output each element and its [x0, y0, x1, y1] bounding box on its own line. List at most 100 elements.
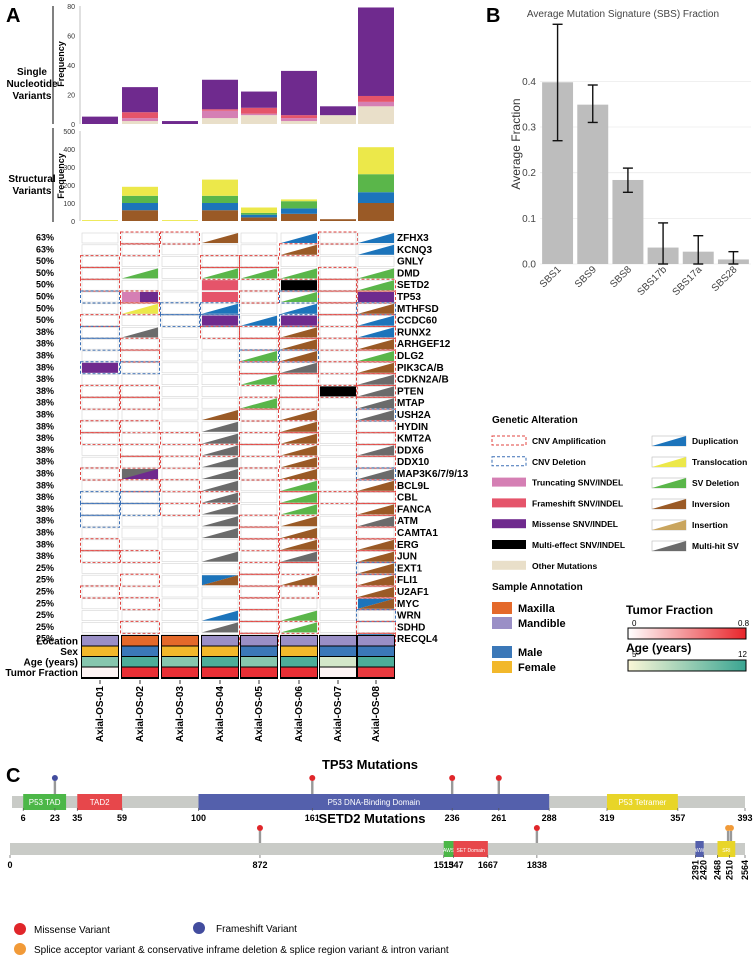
gene-name: BCL9L — [397, 481, 429, 492]
oncoprint-cell — [81, 492, 119, 503]
alteration-fill — [358, 292, 394, 302]
cnv-amplification-outline — [356, 384, 396, 398]
sample-legend-title: Sample Annotation — [492, 582, 583, 593]
sample-labels: Axial-OS-01 Axial-OS-02 Axial-OS-03 Axial-O… — [95, 680, 382, 742]
tumor-fraction-gradient — [627, 627, 747, 640]
sex-cell — [162, 646, 198, 656]
legend-swatch-triangle — [652, 478, 686, 488]
cnv-deletion-outline — [120, 361, 160, 375]
alteration-triangle — [241, 351, 277, 361]
alteration-triangle — [202, 469, 238, 479]
oncoprint-cell — [319, 232, 357, 244]
age-gradient — [627, 659, 747, 672]
alteration-fill — [140, 292, 158, 302]
legend-item-label: Inversion — [692, 499, 730, 509]
legend-swatch — [492, 477, 526, 487]
oncoprint-cell — [81, 515, 119, 527]
oncoprint-cell — [240, 622, 278, 633]
alteration-triangle — [241, 315, 277, 326]
oncoprint-cell — [319, 421, 357, 433]
sv-chart-bar-segment — [281, 201, 317, 209]
cnv-deletion-outline — [80, 361, 120, 375]
setd2-domain-label: WW — [695, 848, 705, 854]
oncoprint-cell — [319, 574, 357, 586]
alteration-triangle — [202, 457, 238, 468]
cnv-amplification-outline — [356, 278, 396, 292]
oncoprint-cell — [121, 574, 159, 586]
oncoprint-cell — [240, 504, 278, 515]
cnv-deletion-outline — [200, 314, 240, 328]
legend-swatch — [492, 498, 526, 508]
oncoprint-cell — [319, 551, 357, 562]
gene-name: RUNX2 — [397, 327, 431, 338]
alteration-triangle — [358, 587, 394, 597]
cnv-amplification-outline — [239, 290, 279, 304]
oncoprint-cell — [121, 256, 159, 267]
cnv-amplification-outline — [356, 620, 396, 634]
oncoprint-cell — [161, 551, 199, 562]
oncoprint-cell — [161, 527, 199, 539]
gene-percentage: 25% — [36, 622, 54, 632]
cnv-amplification-outline — [239, 373, 279, 387]
cnv-amplification-outline — [356, 443, 396, 457]
oncoprint-cell — [240, 539, 278, 551]
location-cell — [202, 636, 238, 646]
oncoprint-cell — [319, 586, 357, 598]
oncoprint-cell — [201, 539, 239, 551]
oncoprint-cell — [319, 563, 357, 574]
oncoprint-cell — [121, 409, 159, 421]
oncoprint-cell — [121, 527, 159, 539]
gene-name: DMD — [397, 268, 420, 279]
setd2-domain — [453, 841, 488, 857]
cnv-amplification-outline — [279, 455, 319, 469]
setd2-position-label: 1547 — [443, 860, 463, 870]
gene-percentage: 50% — [36, 268, 54, 278]
missense-legend-label: Missense Variant — [34, 925, 110, 936]
oncoprint-cell — [161, 315, 199, 326]
alteration-triangle — [358, 374, 394, 385]
oncoprint-cell — [240, 480, 278, 492]
sv-chart-bar-segment — [281, 208, 317, 214]
cnv-amplification-outline — [356, 373, 396, 387]
oncoprint-cell — [319, 244, 357, 256]
cnv-amplification-outline — [356, 550, 396, 564]
oncoprint-cell — [319, 468, 357, 480]
tp53-position-label: 100 — [191, 813, 206, 823]
sbs-tick-label: 0.1 — [522, 214, 536, 225]
oncoprint-cell — [81, 610, 119, 621]
sv-chart-tick-label: 400 — [63, 147, 75, 154]
oncoprint-cell — [161, 397, 199, 409]
sv-chart-bar-segment — [320, 219, 356, 221]
oncoprint-cell — [121, 350, 159, 362]
gene-name: WRN — [397, 611, 421, 622]
oncoprint-cell — [201, 586, 239, 598]
male-label: Male — [518, 647, 542, 659]
alteration-triangle — [358, 303, 394, 314]
cnv-amplification-outline — [160, 231, 200, 245]
oncoprint-cell — [319, 291, 357, 303]
alteration-triangle — [358, 575, 394, 586]
cnv-amplification-outline — [239, 255, 279, 269]
svg-text:Variants: Variants — [13, 186, 52, 197]
gene-percentage: 38% — [36, 339, 54, 349]
sv-chart-bar-segment — [241, 207, 277, 213]
oncoprint-cell — [319, 268, 357, 279]
oncoprint-cell — [240, 610, 278, 621]
oncoprint-cell — [240, 433, 278, 444]
mandible-label: Mandible — [518, 618, 566, 630]
alteration-fill — [281, 315, 317, 326]
sample-label: Axial-OS-06 — [294, 686, 305, 743]
tp53-position-label: 261 — [491, 813, 506, 823]
cnv-amplification-outline — [120, 231, 160, 245]
cnv-amplification-outline — [318, 278, 358, 292]
sv-chart-tick-label: 200 — [63, 183, 75, 190]
cnv-amplification-outline — [120, 384, 160, 398]
frameshift-legend-label: Frameshift Variant — [216, 924, 297, 935]
cnv-deletion-outline — [356, 408, 396, 422]
snv-chart-tick-label: 40 — [67, 63, 75, 70]
oncoprint-cell — [161, 515, 199, 527]
sample-label: Axial-OS-05 — [254, 686, 265, 743]
oncoprint-cell — [81, 433, 119, 444]
cnv-amplification-outline — [239, 467, 279, 481]
sv-chart-bar-segment — [358, 147, 394, 175]
